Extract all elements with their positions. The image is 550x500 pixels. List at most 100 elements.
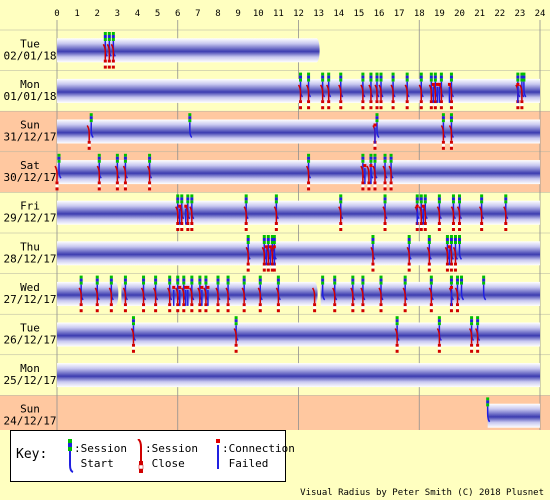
session-close-square	[439, 106, 443, 110]
session-start-square	[79, 278, 83, 282]
session-start-square	[504, 194, 508, 198]
session-start-square	[449, 75, 453, 79]
session-start-square	[391, 78, 395, 82]
session-close-square	[313, 303, 317, 307]
session-start-square	[427, 238, 431, 241]
session-close-stem	[94, 287, 98, 304]
session-close-square	[441, 146, 445, 150]
session-bar	[57, 200, 540, 225]
session-close-marker	[332, 287, 337, 313]
session-start-square	[433, 75, 437, 79]
session-start-square	[516, 78, 520, 82]
session-close-square	[449, 268, 453, 272]
session-close-square	[244, 228, 248, 231]
session-close-square	[371, 268, 375, 272]
session-start-marker	[375, 113, 380, 139]
session-close-stem	[360, 84, 364, 101]
session-close-marker	[426, 246, 431, 272]
session-start-square	[361, 156, 365, 160]
session-close-stem	[102, 43, 107, 60]
session-start-square	[95, 281, 99, 285]
session-bar-end	[112, 281, 119, 306]
session-close-marker	[436, 328, 441, 353]
session-close-square	[453, 262, 457, 266]
session-start-square	[389, 159, 393, 163]
session-start-square	[115, 159, 119, 163]
session-start-square	[188, 119, 192, 123]
session-close-marker	[311, 287, 317, 313]
session-start-square	[391, 72, 395, 76]
session-close-square	[383, 184, 387, 188]
session-close-stem	[519, 84, 523, 101]
session-start-square	[111, 32, 115, 35]
session-start-square	[437, 322, 441, 326]
session-start-square	[439, 75, 443, 79]
session-close-square	[389, 181, 393, 185]
connection-failed-marker	[178, 285, 182, 306]
session-close-square	[361, 309, 365, 313]
session-start-square	[470, 322, 474, 326]
session-start-square	[327, 78, 331, 82]
session-close-square	[95, 303, 99, 307]
session-start-marker	[458, 235, 463, 260]
session-close-stem	[428, 287, 433, 304]
connection-failed-marker	[373, 123, 377, 144]
session-close-square	[427, 265, 431, 269]
session-start-square	[375, 78, 379, 82]
session-close-marker	[390, 84, 395, 110]
session-close-stem	[478, 206, 483, 222]
session-start-square	[244, 197, 248, 201]
session-close-marker	[374, 84, 379, 110]
session-start-square	[246, 238, 250, 241]
session-close-square	[97, 187, 101, 191]
session-close-stem	[175, 206, 179, 222]
session-close-square	[405, 106, 409, 110]
session-close-marker	[394, 328, 399, 353]
session-start-square	[142, 275, 146, 279]
session-start-square	[79, 275, 83, 279]
session-start-stem	[321, 284, 326, 301]
session-close-marker	[448, 125, 453, 150]
session-start-square	[107, 38, 111, 41]
session-start-square	[437, 197, 441, 201]
date-label: 26/12/17	[4, 334, 57, 347]
session-close-stem	[418, 206, 423, 222]
session-close-stem	[86, 125, 90, 141]
session-close-square	[266, 262, 270, 266]
connection-failed-marker	[437, 82, 441, 103]
session-bar	[487, 403, 540, 428]
session-close-marker	[261, 246, 266, 272]
session-close-square	[389, 187, 393, 191]
session-start-square	[234, 319, 238, 323]
hour-tick-label: 11	[273, 9, 284, 19]
hour-tick-label: 18	[414, 9, 425, 19]
session-close-stem	[338, 206, 342, 222]
session-close-stem	[181, 287, 185, 304]
session-close-square	[419, 103, 423, 107]
connection-failed-marker	[172, 285, 176, 306]
session-start-square	[437, 316, 441, 320]
session-close-marker	[320, 84, 325, 110]
session-close-square	[190, 222, 194, 225]
session-start-square	[437, 200, 441, 204]
session-start-square	[445, 238, 449, 241]
session-close-square	[176, 228, 180, 231]
session-close-marker	[197, 287, 202, 313]
hour-tick-label: 3	[115, 9, 120, 19]
session-close-square	[441, 140, 445, 144]
date-label: 29/12/17	[4, 212, 57, 225]
session-close-stem	[444, 246, 449, 263]
session-start-square	[423, 194, 427, 198]
session-close-marker	[388, 165, 393, 191]
session-close-stem	[454, 287, 459, 304]
hour-tick-label: 6	[175, 9, 180, 19]
session-close-square	[433, 106, 437, 110]
session-close-square	[369, 106, 373, 110]
session-close-square	[455, 306, 459, 310]
hour-tick-label: 1	[74, 9, 79, 19]
session-start-square	[131, 319, 135, 323]
session-start-square	[433, 72, 437, 76]
hour-tick-label: 17	[394, 9, 405, 19]
session-start-square	[186, 197, 190, 201]
session-close-stem	[54, 165, 58, 182]
